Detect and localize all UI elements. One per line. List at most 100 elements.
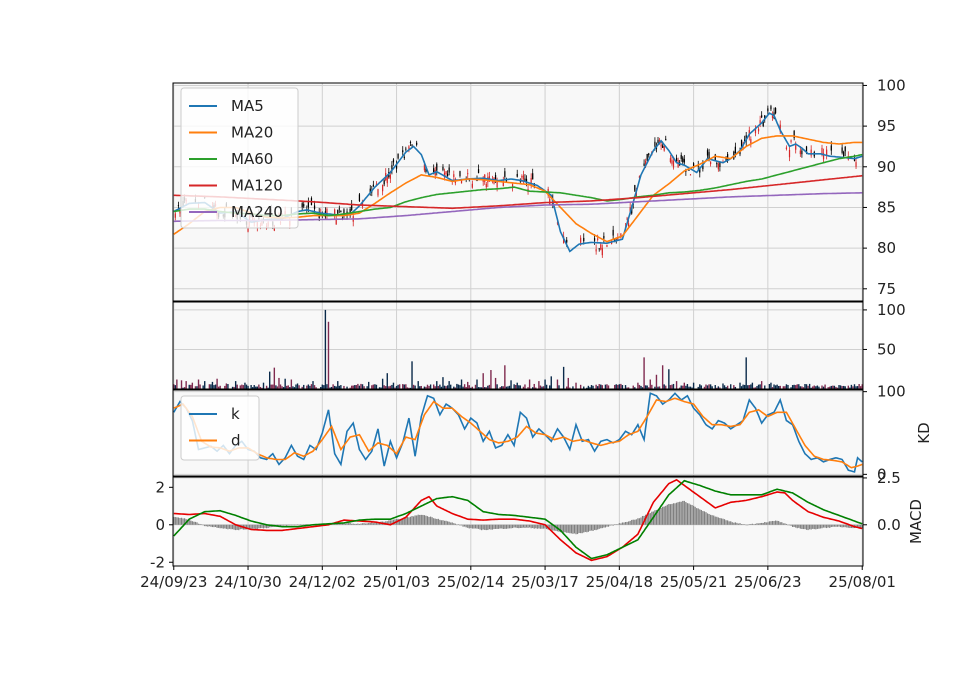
volume-bar xyxy=(411,361,413,389)
volume-bar xyxy=(405,384,407,389)
macd-histogram-bar xyxy=(776,520,778,525)
candle-body xyxy=(603,235,605,239)
volume-bar xyxy=(824,384,826,389)
legend-label-ma20: MA20 xyxy=(231,124,273,142)
macd-histogram-bar xyxy=(522,524,525,528)
volume-bar xyxy=(808,383,811,389)
macd-histogram-bar xyxy=(589,524,591,531)
candle-body xyxy=(697,165,699,167)
volume-bar xyxy=(649,379,651,389)
macd-histogram-bar xyxy=(267,524,269,529)
candle-body xyxy=(334,209,336,215)
macd-histogram-bar xyxy=(569,524,571,534)
candle-body xyxy=(662,145,664,148)
candle-body xyxy=(409,142,412,144)
macd-histogram-bar xyxy=(723,519,726,525)
macd-histogram-bar xyxy=(173,516,175,525)
macd-histogram-bar xyxy=(364,523,367,525)
macd-histogram-bar xyxy=(617,524,619,525)
volume-bar xyxy=(583,386,585,389)
macd-histogram-bar xyxy=(439,519,441,525)
macd-histogram-bar xyxy=(191,521,193,525)
candle-body xyxy=(843,151,845,157)
macd-histogram-bar xyxy=(468,524,470,529)
macd-histogram-bar xyxy=(830,524,832,528)
candle-body xyxy=(522,175,525,180)
volume-bar xyxy=(261,387,263,389)
kd-tick-label: 100 xyxy=(877,383,906,401)
macd-histogram-bar xyxy=(205,524,207,527)
series-line-k xyxy=(173,392,863,473)
price-legend-box xyxy=(180,87,299,229)
candle-body xyxy=(761,115,763,118)
volume-bar xyxy=(368,381,370,389)
macd-histogram-bar xyxy=(827,524,829,528)
macd-histogram-bar xyxy=(426,516,429,525)
volume-bar xyxy=(513,384,515,389)
volume-bar xyxy=(329,387,331,389)
macd-axis-label: MACD xyxy=(907,499,925,544)
volume-bar xyxy=(655,374,658,389)
volume-bar xyxy=(504,365,506,389)
volume-bar xyxy=(733,385,735,389)
volume-bar xyxy=(691,387,693,389)
volume-bar xyxy=(646,385,648,389)
macd-histogram-bar xyxy=(593,524,596,530)
volume-bar xyxy=(465,386,467,389)
volume-bar xyxy=(790,387,792,389)
macd-histogram-bar xyxy=(843,524,845,528)
volume-bar xyxy=(381,378,384,389)
candle-body xyxy=(303,204,305,207)
volume-bar xyxy=(349,387,351,389)
volume-bar xyxy=(394,387,396,389)
macd-histogram-bar xyxy=(504,524,506,529)
macd-histogram-bar xyxy=(278,524,280,526)
macd-histogram-bar xyxy=(781,522,783,525)
volume-bar xyxy=(672,383,675,389)
candle-body xyxy=(485,184,487,188)
kd-tick-label: 0 xyxy=(877,465,887,483)
macd-histogram-bar xyxy=(819,524,822,529)
macd-histogram-bar xyxy=(720,518,723,525)
volume-bar xyxy=(562,366,565,389)
volume-bar xyxy=(807,385,809,389)
candle-body xyxy=(392,159,395,163)
volume-bar xyxy=(671,384,673,389)
candle-body xyxy=(521,176,523,178)
candle-body xyxy=(471,183,473,188)
candle-body xyxy=(853,158,856,162)
macd-histogram-bar xyxy=(525,524,528,528)
volume-bar xyxy=(572,386,574,389)
volume-bar xyxy=(579,384,582,389)
volume-bar xyxy=(268,371,271,389)
macd-histogram-bar xyxy=(791,524,794,527)
macd-histogram-bar xyxy=(248,524,251,530)
macd-histogram-bar xyxy=(734,522,736,525)
macd-histogram-bar xyxy=(484,524,486,530)
volume-bar xyxy=(398,384,401,389)
candle-body xyxy=(532,173,534,180)
macd-histogram-bar xyxy=(696,508,698,525)
macd-histogram-bar xyxy=(456,524,458,526)
volume-bar xyxy=(675,381,678,389)
macd-histogram-bar xyxy=(778,520,780,525)
volume-bar xyxy=(685,385,687,389)
volume-bar xyxy=(740,386,743,389)
volume-bar xyxy=(600,384,602,389)
volume-bar xyxy=(784,386,786,389)
volume-bar xyxy=(709,384,712,389)
macd-histogram-bar xyxy=(624,522,627,525)
volume-bar xyxy=(295,384,297,389)
volume-bar xyxy=(723,385,726,389)
candle-body xyxy=(177,205,180,207)
macd-histogram-bar xyxy=(230,524,232,530)
candle-body xyxy=(516,174,518,177)
macd-histogram-bar xyxy=(660,508,662,525)
volume-bar xyxy=(855,386,857,389)
macd-histogram-bar xyxy=(434,518,436,525)
macd-histogram-bar xyxy=(374,522,376,525)
macd-histogram-bar xyxy=(824,524,826,528)
macd-left-tick-label: 0 xyxy=(155,516,165,534)
volume-bar xyxy=(689,386,692,389)
volume-bar xyxy=(617,384,619,389)
